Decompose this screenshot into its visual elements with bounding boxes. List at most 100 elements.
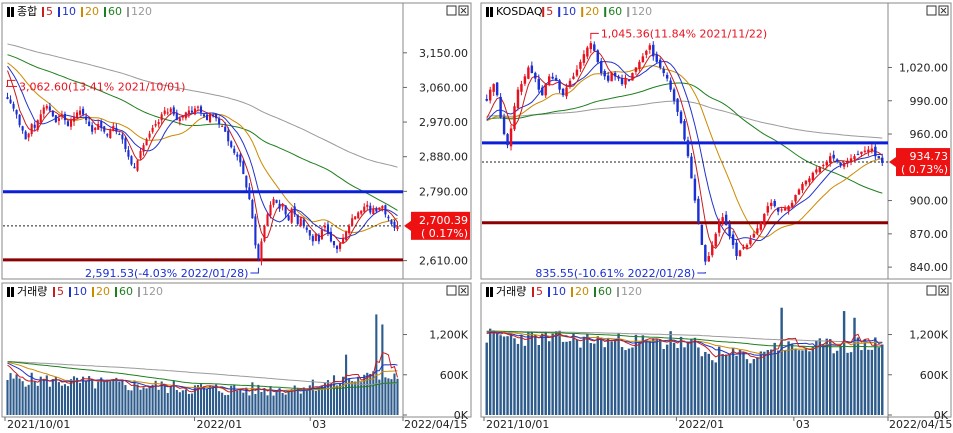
x-tick-label: 2022/01 bbox=[197, 418, 243, 431]
volume-bar bbox=[634, 334, 638, 415]
volume-legend-marker bbox=[7, 287, 10, 297]
candle-body bbox=[308, 230, 311, 236]
restore-icon[interactable] bbox=[446, 5, 457, 16]
candle-body bbox=[166, 112, 169, 114]
candle-body bbox=[363, 206, 366, 212]
candle-body bbox=[287, 215, 290, 221]
candle-body bbox=[338, 243, 342, 249]
volume-bar bbox=[202, 386, 206, 415]
candle-body bbox=[396, 225, 399, 230]
candle-body bbox=[378, 207, 381, 210]
ma5-line bbox=[7, 70, 398, 244]
volume-bar bbox=[375, 314, 378, 415]
volume-bar bbox=[842, 311, 846, 415]
candle-body bbox=[582, 54, 586, 63]
candle-body bbox=[112, 125, 115, 132]
candle-body bbox=[372, 208, 375, 215]
restore-icon[interactable] bbox=[926, 5, 937, 16]
candle-body bbox=[199, 106, 203, 113]
ma-legend-swatch bbox=[127, 7, 129, 17]
volume-bar bbox=[215, 384, 218, 415]
candle-body bbox=[780, 209, 783, 211]
volume-bar bbox=[568, 341, 572, 415]
candle-body bbox=[278, 203, 281, 209]
volume-legend-marker-2 bbox=[490, 287, 493, 297]
candle-body bbox=[603, 71, 606, 77]
candle-body bbox=[160, 114, 163, 121]
candle-body bbox=[187, 110, 190, 114]
volume-bar bbox=[366, 372, 369, 415]
volume-bar bbox=[263, 388, 266, 415]
volume-bar bbox=[780, 307, 783, 415]
candle-body bbox=[79, 110, 82, 115]
volume-bar bbox=[305, 390, 308, 415]
volume-bar bbox=[756, 357, 759, 415]
volume-bar bbox=[72, 376, 76, 415]
volume-bar bbox=[157, 389, 160, 415]
candle-body bbox=[634, 67, 638, 72]
y-tick-label: 2,880.00 bbox=[419, 151, 468, 164]
volume-bar bbox=[728, 353, 731, 415]
candle-body bbox=[115, 127, 118, 132]
volume-bar bbox=[679, 336, 683, 415]
candle-body bbox=[711, 244, 714, 256]
candle-body bbox=[154, 123, 157, 126]
volume-bar bbox=[863, 339, 867, 415]
candle-body bbox=[109, 129, 112, 138]
candle-body bbox=[558, 80, 561, 90]
volume-bar bbox=[387, 378, 390, 415]
volume-bar bbox=[100, 377, 103, 415]
volume-tick-label: 1,200K bbox=[429, 329, 468, 342]
ma-legend-label: 5 bbox=[46, 5, 53, 18]
ma-legend-label: 60 bbox=[598, 285, 612, 298]
volume-ma60-line bbox=[7, 361, 398, 390]
candle-body bbox=[846, 160, 849, 164]
volume-close-icon-mark bbox=[460, 287, 467, 294]
volume-tick-label: 1,200K bbox=[909, 329, 948, 342]
ma120-line bbox=[486, 100, 883, 139]
volume-bar bbox=[745, 359, 749, 415]
candle-body bbox=[679, 111, 683, 123]
candle-body bbox=[530, 65, 534, 74]
candle-body bbox=[94, 127, 97, 131]
volume-bar bbox=[801, 350, 804, 415]
volume-bar bbox=[254, 393, 257, 415]
ma60-line bbox=[7, 54, 398, 211]
volume-bar bbox=[45, 375, 48, 415]
volume-restore-icon[interactable] bbox=[446, 285, 457, 296]
candle-body bbox=[645, 50, 648, 55]
volume-bar bbox=[874, 337, 877, 415]
volume-bar bbox=[579, 347, 582, 415]
candle-body bbox=[877, 156, 881, 159]
candle-body bbox=[248, 187, 251, 200]
volume-bar bbox=[631, 347, 634, 415]
candle-body bbox=[236, 154, 239, 157]
candle-body bbox=[381, 205, 384, 209]
candle-body bbox=[284, 205, 287, 215]
candle-body bbox=[100, 121, 103, 128]
candle-body bbox=[272, 199, 275, 205]
candle-body bbox=[773, 200, 776, 207]
ma-legend-label: 20 bbox=[585, 5, 599, 18]
volume-bar bbox=[776, 350, 780, 415]
volume-tick-label: 600K bbox=[920, 369, 949, 382]
candle-body bbox=[190, 110, 193, 113]
candle-body bbox=[184, 112, 187, 119]
volume-bar bbox=[700, 356, 704, 415]
candle-body bbox=[495, 82, 499, 96]
volume-legend-marker bbox=[486, 287, 489, 297]
volume-bar bbox=[224, 395, 227, 415]
y-tick-label: 2,790.00 bbox=[419, 185, 468, 198]
candle-body bbox=[275, 199, 278, 203]
volume-bar bbox=[127, 390, 130, 415]
volume-bar bbox=[763, 351, 766, 415]
volume-restore-icon[interactable] bbox=[926, 285, 937, 296]
x-tick-label: 03 bbox=[312, 418, 326, 431]
volume-bar bbox=[547, 341, 551, 415]
candle-body bbox=[233, 148, 236, 153]
candle-body bbox=[245, 175, 248, 188]
candle-body bbox=[351, 218, 354, 227]
ma-legend-swatch bbox=[532, 287, 534, 297]
price-legend-marker bbox=[7, 7, 10, 17]
